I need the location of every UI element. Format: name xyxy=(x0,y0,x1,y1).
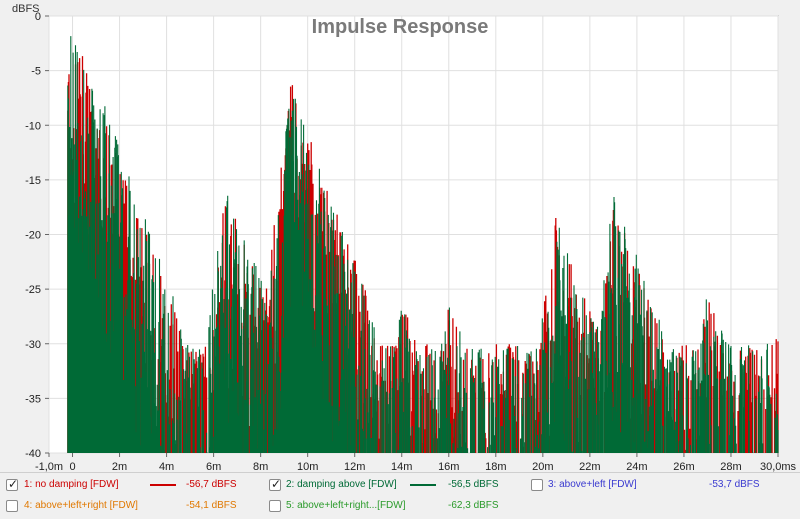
legend-line-1 xyxy=(150,484,176,486)
legend-label-4: 4: above+left+right [FDW] xyxy=(24,500,138,511)
legend: ✓ 1: no damping [FDW] -56,7 dBFS ✓ 2: da… xyxy=(0,472,800,519)
x-tick-label: 20m xyxy=(532,461,553,472)
chart-title: Impulse Response xyxy=(312,16,489,38)
y-tick-label: 0 xyxy=(35,11,41,23)
legend-item-5[interactable]: 5: above+left+right...[FDW] -62,3 dBFS xyxy=(269,498,529,514)
y-tick-label: -20 xyxy=(25,230,41,242)
y-tick-label: -30 xyxy=(25,339,41,351)
x-tick-label: 0 xyxy=(69,461,75,472)
legend-value-5: -62,3 dBFS xyxy=(448,500,499,511)
x-tick-label: 8m xyxy=(253,461,268,472)
x-tick-label: 14m xyxy=(391,461,412,472)
y-tick-label: -5 xyxy=(31,66,41,78)
x-tick-label: 16m xyxy=(438,461,459,472)
x-tick-label: 30,0ms xyxy=(760,461,797,472)
y-tick-label: -15 xyxy=(25,175,41,187)
checkmark-icon: ✓ xyxy=(271,477,282,491)
legend-value-1: -56,7 dBFS xyxy=(186,479,237,490)
y-tick-label: -35 xyxy=(25,393,41,405)
legend-item-2[interactable]: ✓ 2: damping above [FDW] -56,5 dBFS xyxy=(269,477,529,493)
y-tick-label: -10 xyxy=(25,120,41,132)
legend-value-3: -53,7 dBFS xyxy=(709,479,760,490)
x-tick-label: 6m xyxy=(206,461,221,472)
legend-line-2 xyxy=(410,484,436,486)
legend-value-4: -54,1 dBFS xyxy=(186,500,237,511)
legend-value-2: -56,5 dBFS xyxy=(448,479,499,490)
x-tick-label: 4m xyxy=(159,461,174,472)
legend-checkbox-4[interactable] xyxy=(6,500,18,512)
legend-label-2: 2: damping above [FDW] xyxy=(286,479,397,490)
legend-checkbox-5[interactable] xyxy=(269,500,281,512)
y-tick-label: -40 xyxy=(25,448,41,460)
series-2-trace xyxy=(67,36,779,453)
x-tick-label: 18m xyxy=(485,461,506,472)
legend-checkbox-2[interactable]: ✓ xyxy=(269,477,282,491)
y-axis-label: dBFS xyxy=(12,3,40,15)
legend-checkbox-3[interactable] xyxy=(531,479,543,491)
x-tick-label: 28m xyxy=(720,461,741,472)
legend-label-5: 5: above+left+right...[FDW] xyxy=(286,500,406,511)
y-tick-label: -25 xyxy=(25,284,41,296)
legend-label-3: 3: above+left [FDW] xyxy=(548,479,637,490)
legend-checkbox-1[interactable]: ✓ xyxy=(6,477,19,491)
legend-item-4[interactable]: 4: above+left+right [FDW] -54,1 dBFS xyxy=(6,498,266,514)
x-tick-label: 12m xyxy=(344,461,365,472)
x-tick-label: 2m xyxy=(112,461,127,472)
x-tick-label: -1,0m xyxy=(35,461,63,472)
checkmark-icon: ✓ xyxy=(8,477,19,491)
legend-label-1: 1: no damping [FDW] xyxy=(24,479,119,490)
x-tick-label: 22m xyxy=(579,461,600,472)
x-tick-label: 24m xyxy=(626,461,647,472)
x-tick-label: 26m xyxy=(673,461,694,472)
x-tick-label: 10m xyxy=(297,461,318,472)
legend-item-3[interactable]: 3: above+left [FDW] -53,7 dBFS xyxy=(531,477,791,493)
legend-item-1[interactable]: ✓ 1: no damping [FDW] -56,7 dBFS xyxy=(6,477,266,493)
impulse-response-chart: -1,0m 0 2m 4m 6m 8m 10m 12m 14m 16m 18m 20m 22m 24m 26… xyxy=(12,3,797,472)
